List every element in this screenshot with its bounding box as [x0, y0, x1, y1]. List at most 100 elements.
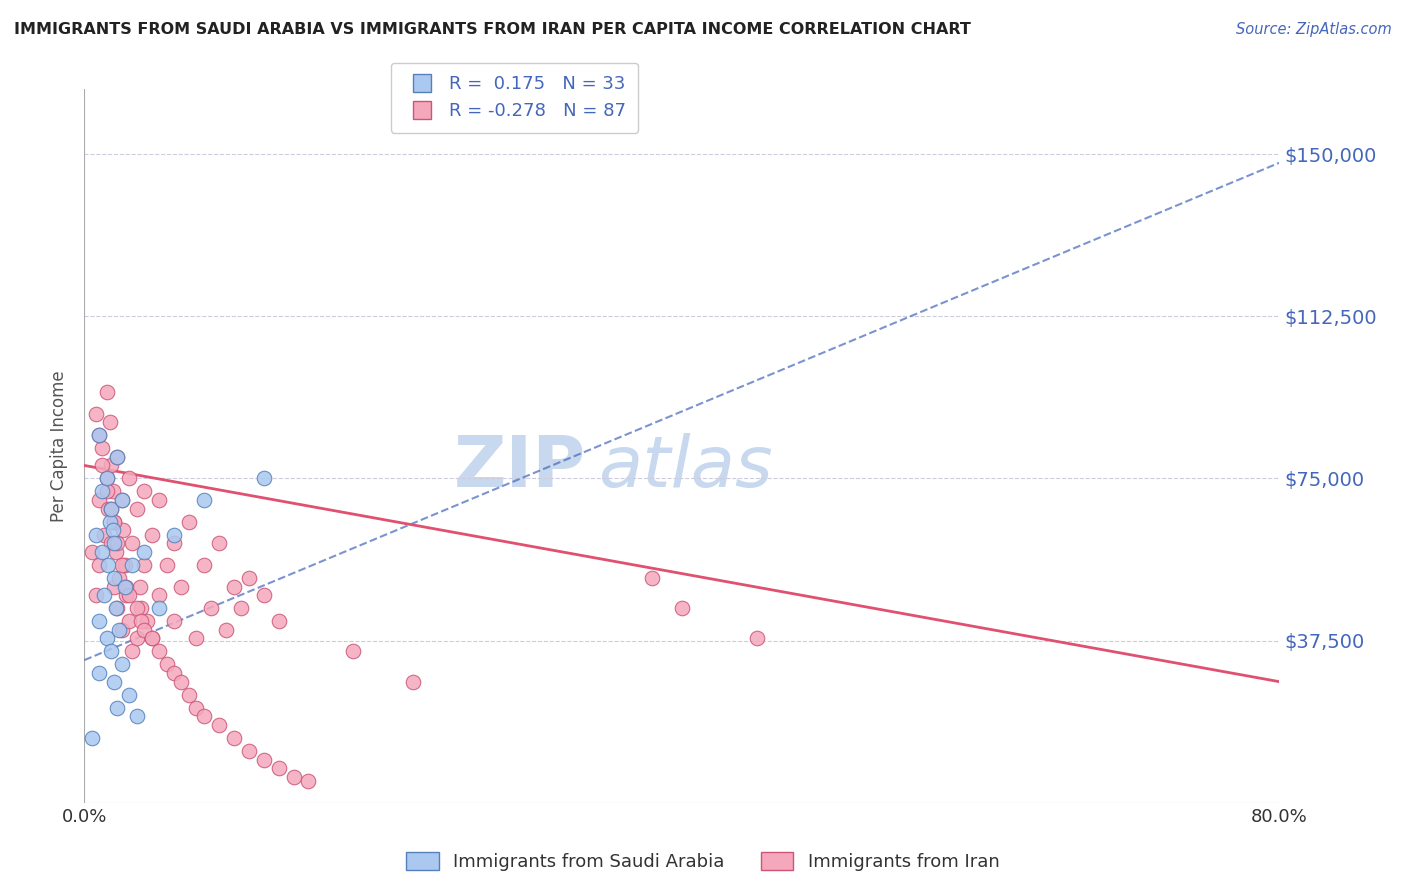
Point — [111, 558, 134, 572]
Point — [80, 545, 103, 559]
Point — [104, 545, 127, 559]
Legend: R =  0.175   N = 33, R = -0.278   N = 87: R = 0.175 N = 33, R = -0.278 N = 87 — [391, 62, 638, 133]
Point — [100, 458, 122, 473]
Point — [91, 441, 114, 455]
Point — [128, 580, 150, 594]
Point — [163, 527, 186, 541]
Point — [86, 527, 108, 541]
Point — [100, 536, 122, 550]
Point — [91, 545, 114, 559]
Point — [105, 450, 128, 464]
Point — [107, 623, 129, 637]
Point — [253, 753, 276, 767]
Point — [208, 536, 231, 550]
Point — [132, 545, 156, 559]
Point — [125, 601, 148, 615]
Point — [186, 700, 208, 714]
Point — [98, 515, 121, 529]
Point — [148, 588, 170, 602]
Point — [222, 731, 245, 745]
Text: Source: ZipAtlas.com: Source: ZipAtlas.com — [1236, 22, 1392, 37]
Point — [125, 632, 148, 646]
Point — [105, 536, 128, 550]
Point — [215, 623, 238, 637]
Point — [118, 471, 141, 485]
Point — [177, 688, 200, 702]
Legend: Immigrants from Saudi Arabia, Immigrants from Iran: Immigrants from Saudi Arabia, Immigrants… — [399, 845, 1007, 879]
Point — [89, 666, 111, 681]
Point — [105, 700, 128, 714]
Point — [103, 515, 125, 529]
Point — [103, 536, 125, 550]
Point — [93, 588, 115, 602]
Point — [141, 632, 163, 646]
Point — [115, 588, 138, 602]
Point — [91, 484, 114, 499]
Text: IMMIGRANTS FROM SAUDI ARABIA VS IMMIGRANTS FROM IRAN PER CAPITA INCOME CORRELATI: IMMIGRANTS FROM SAUDI ARABIA VS IMMIGRAN… — [14, 22, 972, 37]
Point — [89, 428, 111, 442]
Point — [118, 614, 141, 628]
Point — [132, 558, 156, 572]
Point — [267, 614, 290, 628]
Point — [193, 709, 215, 723]
Point — [107, 571, 129, 585]
Point — [125, 709, 148, 723]
Point — [253, 471, 276, 485]
Point — [186, 632, 208, 646]
Point — [163, 614, 186, 628]
Point — [103, 674, 125, 689]
Point — [193, 558, 215, 572]
Point — [96, 384, 118, 399]
Point — [111, 657, 134, 672]
Point — [121, 558, 143, 572]
Point — [97, 558, 120, 572]
Point — [105, 601, 128, 615]
Point — [89, 428, 111, 442]
Point — [121, 536, 143, 550]
Y-axis label: Per Capita Income: Per Capita Income — [51, 370, 69, 522]
Point — [80, 731, 103, 745]
Point — [100, 501, 122, 516]
Text: ZIP: ZIP — [454, 433, 586, 502]
Point — [100, 644, 122, 658]
Point — [112, 524, 135, 538]
Point — [641, 571, 664, 585]
Point — [125, 501, 148, 516]
Point — [342, 644, 364, 658]
Point — [101, 524, 124, 538]
Point — [132, 484, 156, 499]
Point — [97, 501, 120, 516]
Point — [96, 471, 118, 485]
Point — [111, 493, 134, 508]
Point — [208, 718, 231, 732]
Point — [89, 493, 111, 508]
Point — [148, 644, 170, 658]
Point — [283, 770, 305, 784]
Point — [267, 761, 290, 775]
Point — [114, 580, 136, 594]
Point — [136, 614, 159, 628]
Point — [118, 688, 141, 702]
Point — [101, 484, 124, 499]
Point — [98, 415, 121, 429]
Point — [177, 515, 200, 529]
Point — [163, 666, 186, 681]
Point — [148, 493, 170, 508]
Point — [253, 588, 276, 602]
Point — [93, 527, 115, 541]
Point — [115, 580, 138, 594]
Point — [111, 623, 134, 637]
Point — [103, 515, 125, 529]
Point — [155, 657, 177, 672]
Point — [170, 674, 193, 689]
Point — [86, 407, 108, 421]
Point — [96, 471, 118, 485]
Point — [103, 571, 125, 585]
Point — [148, 601, 170, 615]
Point — [89, 558, 111, 572]
Point — [222, 580, 245, 594]
Point — [86, 588, 108, 602]
Point — [129, 601, 152, 615]
Point — [163, 536, 186, 550]
Point — [105, 450, 128, 464]
